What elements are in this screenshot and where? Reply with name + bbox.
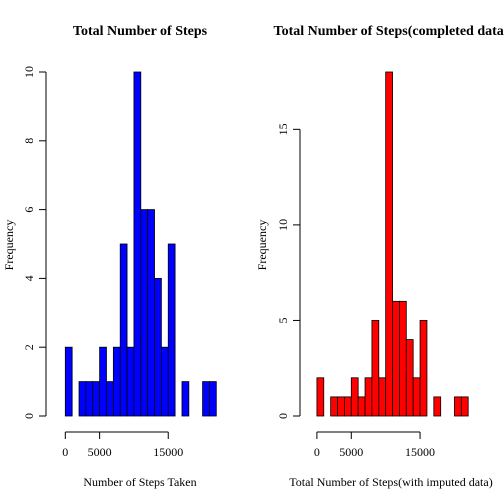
left-histogram-bar bbox=[147, 209, 155, 417]
left-y-tick-label: 6 bbox=[22, 207, 36, 213]
right-y-tick-label: 10 bbox=[276, 219, 290, 231]
right-histogram-bar bbox=[316, 377, 325, 417]
left-histogram-bar bbox=[112, 346, 121, 417]
right-x-tick-label: 15000 bbox=[405, 445, 435, 459]
left-histogram-bar bbox=[106, 381, 114, 417]
left-histogram-bar bbox=[140, 209, 149, 417]
left-histogram-bar bbox=[92, 381, 101, 417]
left-x-tick-label: 15000 bbox=[153, 445, 183, 459]
right-histogram-bar bbox=[337, 396, 345, 417]
left-x-axis-label: Number of Steps Taken bbox=[83, 475, 196, 489]
left-histogram-bar bbox=[119, 243, 128, 417]
left-histogram-bar bbox=[64, 346, 73, 417]
right-histogram-bar bbox=[385, 71, 393, 417]
left-y-tick-label: 0 bbox=[22, 413, 36, 419]
left-histogram-bar bbox=[133, 71, 142, 417]
right-histogram-bar bbox=[330, 396, 338, 417]
left-histogram-bar bbox=[126, 346, 135, 417]
right-histogram-bar bbox=[399, 300, 407, 417]
right-chart-title: Total Number of Steps(completed data) bbox=[274, 24, 504, 39]
right-histogram-bar bbox=[433, 396, 442, 417]
left-y-tick-label: 8 bbox=[22, 138, 36, 144]
right-y-axis: 0 5 10 15 bbox=[276, 123, 301, 419]
right-histogram-bar bbox=[405, 339, 414, 417]
left-bars bbox=[64, 71, 217, 417]
left-histogram-bar bbox=[99, 346, 107, 417]
right-histogram-panel: Total Number of Steps(completed data) To… bbox=[255, 24, 504, 489]
right-histogram-bar bbox=[412, 377, 421, 417]
right-x-tick-label: 5000 bbox=[339, 445, 363, 459]
left-x-axis: 0 5000 15000 bbox=[62, 431, 183, 459]
left-histogram-bar bbox=[85, 381, 94, 417]
left-y-axis-label: Frequency bbox=[2, 220, 16, 271]
left-histogram-bar bbox=[78, 381, 87, 417]
right-histogram-bar bbox=[378, 377, 387, 417]
left-histogram-bar bbox=[160, 346, 169, 417]
right-bars bbox=[316, 71, 469, 417]
left-x-tick-label: 0 bbox=[62, 445, 68, 459]
right-histogram-bar bbox=[350, 377, 359, 417]
right-y-tick-label: 15 bbox=[276, 123, 290, 135]
left-x-tick-label: 5000 bbox=[88, 445, 112, 459]
left-y-tick-label: 10 bbox=[22, 66, 36, 78]
right-histogram-bar bbox=[344, 396, 352, 417]
right-x-axis: 0 5000 15000 bbox=[314, 431, 435, 459]
right-histogram-bar bbox=[454, 396, 462, 417]
right-y-tick-label: 0 bbox=[276, 413, 290, 419]
right-x-axis-label: Total Number of Steps(with imputed data) bbox=[289, 475, 492, 489]
left-y-tick-label: 4 bbox=[22, 275, 36, 281]
left-y-tick-label: 2 bbox=[22, 344, 36, 350]
right-histogram-bar bbox=[460, 396, 469, 417]
right-histogram-bar bbox=[364, 377, 373, 417]
right-x-tick-label: 0 bbox=[314, 445, 320, 459]
right-histogram-bar bbox=[371, 320, 380, 417]
left-y-axis: 0 2 4 6 8 10 bbox=[22, 66, 47, 419]
left-chart-title: Total Number of Steps bbox=[73, 24, 208, 39]
right-y-tick-label: 5 bbox=[276, 317, 290, 323]
left-histogram-bar bbox=[167, 243, 176, 417]
right-histogram-bar bbox=[392, 300, 400, 417]
right-histogram-bar bbox=[357, 396, 366, 417]
left-histogram-bar bbox=[154, 277, 162, 417]
left-histogram-bar bbox=[209, 381, 217, 417]
right-histogram-bar bbox=[419, 320, 428, 417]
left-histogram-bar bbox=[181, 381, 190, 417]
left-histogram-panel: Total Number of Steps Number of Steps Ta… bbox=[2, 24, 217, 489]
left-histogram-bar bbox=[202, 381, 210, 417]
right-y-axis-label: Frequency bbox=[255, 220, 269, 271]
